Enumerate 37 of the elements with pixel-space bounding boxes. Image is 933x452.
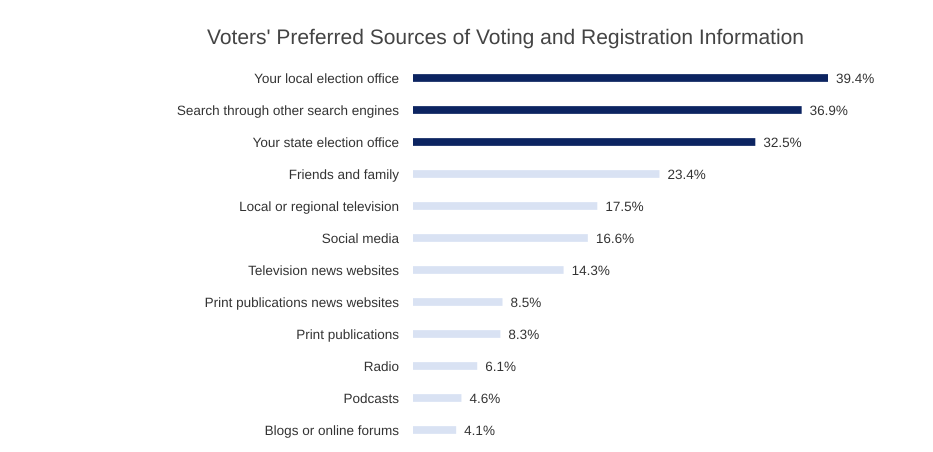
data-label: 17.5% (605, 198, 644, 214)
bar (413, 298, 503, 306)
bar (413, 202, 598, 210)
y-tick-label: Radio (364, 358, 399, 374)
data-label: 8.5% (510, 294, 542, 310)
bar (413, 362, 478, 370)
y-tick-label: Your state election office (252, 134, 399, 150)
y-tick-label: Blogs or online forums (264, 422, 400, 438)
bar (413, 266, 564, 274)
y-tick-label: Search through other search engines (176, 102, 400, 118)
bar (413, 138, 756, 146)
bar (413, 426, 456, 434)
data-label: 4.1% (464, 422, 495, 438)
data-label: 4.6% (469, 390, 500, 406)
data-label: 39.4% (836, 70, 874, 86)
y-tick-label: Print publications (296, 326, 400, 342)
data-label: 16.6% (596, 230, 634, 246)
data-label: 14.3% (572, 262, 610, 278)
bar (413, 74, 828, 82)
bar (413, 394, 462, 402)
bar (413, 330, 500, 338)
y-tick-label: Television news websites (248, 262, 400, 278)
data-label: 36.9% (810, 102, 848, 118)
data-label: 6.1% (485, 358, 516, 374)
data-label: 32.5% (763, 134, 802, 150)
bar (413, 106, 802, 114)
bar (413, 234, 588, 242)
y-tick-label: Your local election office (254, 70, 399, 86)
data-label: 23.4% (667, 166, 706, 182)
y-tick-label: Print publications news websites (204, 294, 400, 310)
y-tick-label: Podcasts (343, 390, 400, 406)
bar (413, 170, 660, 178)
chart-title: Voters' Preferred Sources of Voting and Registration Information (206, 25, 805, 51)
y-tick-label: Friends and family (288, 166, 400, 182)
data-label: 8.3% (508, 326, 540, 342)
y-tick-label: Local or regional television (239, 198, 399, 214)
y-tick-label: Social media (322, 230, 400, 246)
